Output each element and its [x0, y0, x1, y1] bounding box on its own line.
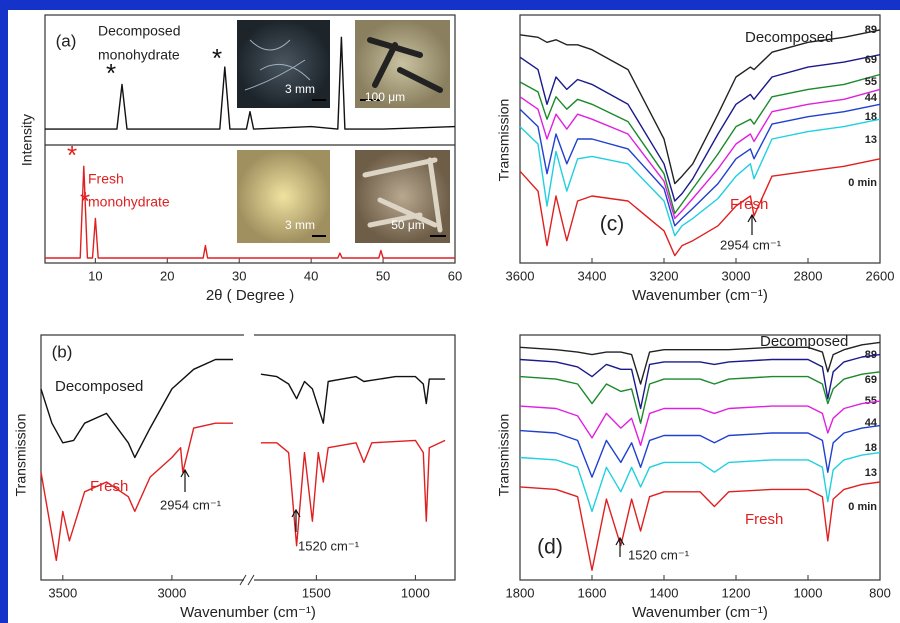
x-tick-label: 1000 [794, 585, 823, 600]
figure: 10 20 30 40 50 60 2θ ( Degree ) Intensity (a) Dec… [0, 0, 900, 623]
x-tick-label: 3200 [650, 268, 679, 283]
y-axis-label: Intensity [19, 114, 35, 166]
x-tick-label: 3600 [506, 268, 535, 283]
page: 10 20 30 40 50 60 2θ ( Degree ) Intensity (a) Dec… [0, 0, 900, 623]
axis-break-gap [244, 331, 254, 339]
series-label: 69 [865, 54, 877, 66]
annotation: * [212, 43, 222, 73]
x-tick-label: 3000 [722, 268, 751, 283]
x-tick-label: 60 [448, 268, 462, 283]
annotation: Fresh [730, 196, 768, 213]
x-tick-label: 40 [304, 268, 318, 283]
x-tick-label: 20 [160, 268, 174, 283]
panel-label: (d) [537, 536, 563, 559]
series-label: 18 [865, 442, 877, 454]
annotation: 1520 cm⁻¹ [628, 547, 690, 562]
series-label: 69 [865, 374, 877, 386]
annotation: * [80, 186, 90, 216]
x-axis-label: Wavenumber (cm⁻¹) [632, 287, 768, 304]
annotation: 3 mm [285, 218, 315, 232]
x-tick-label: 1600 [578, 585, 607, 600]
y-axis-label: Transmission [496, 414, 512, 497]
x-tick-label: 3400 [578, 268, 607, 283]
panel-label: (a) [56, 31, 77, 50]
x-tick-label: 3500 [48, 585, 77, 600]
annotation: * [67, 140, 77, 170]
x-tick-label: 50 [376, 268, 390, 283]
series-label: 44 [865, 92, 878, 104]
annotation: 2954 cm⁻¹ [720, 237, 782, 252]
x-axis-label: Wavenumber (cm⁻¹) [632, 604, 768, 621]
panel-label: (b) [52, 342, 73, 361]
annotation: Decomposed [55, 378, 143, 395]
annotation: monohydrate [88, 194, 170, 210]
x-tick-label: 2600 [866, 268, 895, 283]
photo [237, 20, 330, 108]
x-tick-label: 800 [869, 585, 891, 600]
y-axis-label: Transmission [13, 414, 29, 497]
annotation: Fresh [745, 511, 783, 528]
x-tick-label: 1000 [401, 585, 430, 600]
frame-top [0, 0, 900, 10]
x-tick-label: 3000 [157, 585, 186, 600]
annotation: 1520 cm⁻¹ [298, 538, 360, 553]
annotation: 2954 cm⁻¹ [160, 497, 222, 512]
y-axis-label: Transmission [496, 99, 512, 182]
annotation: 50 μm [391, 218, 425, 232]
annotation: Fresh [90, 478, 128, 495]
panel-label: (c) [600, 213, 625, 236]
annotation: 100 μm [365, 90, 405, 104]
x-tick-label: 1500 [302, 585, 331, 600]
x-tick-label: 30 [232, 268, 246, 283]
series-label: 0 min [848, 177, 877, 189]
x-axis-label: 2θ ( Degree ) [206, 287, 294, 304]
x-tick-label: 1400 [650, 585, 679, 600]
annotation: 3 mm [285, 82, 315, 96]
annotation: Decomposed [760, 333, 848, 350]
series-label: 55 [865, 395, 877, 407]
annotation: * [106, 58, 116, 88]
x-tick-label: 1800 [506, 585, 535, 600]
series-label: 0 min [848, 501, 877, 513]
annotation: Decomposed [98, 23, 181, 39]
x-tick-label: 10 [88, 268, 102, 283]
annotation: Decomposed [745, 29, 833, 46]
annotation: Fresh [88, 171, 124, 187]
series-label: 55 [865, 76, 877, 88]
frame-left [0, 0, 8, 623]
series-label: 13 [865, 134, 877, 146]
x-tick-label: 1200 [722, 585, 751, 600]
x-tick-label: 2800 [794, 268, 823, 283]
series-label: 13 [865, 467, 877, 479]
x-axis-label: Wavenumber (cm⁻¹) [180, 604, 316, 621]
series-label: 89 [865, 24, 877, 36]
photo [237, 150, 330, 243]
